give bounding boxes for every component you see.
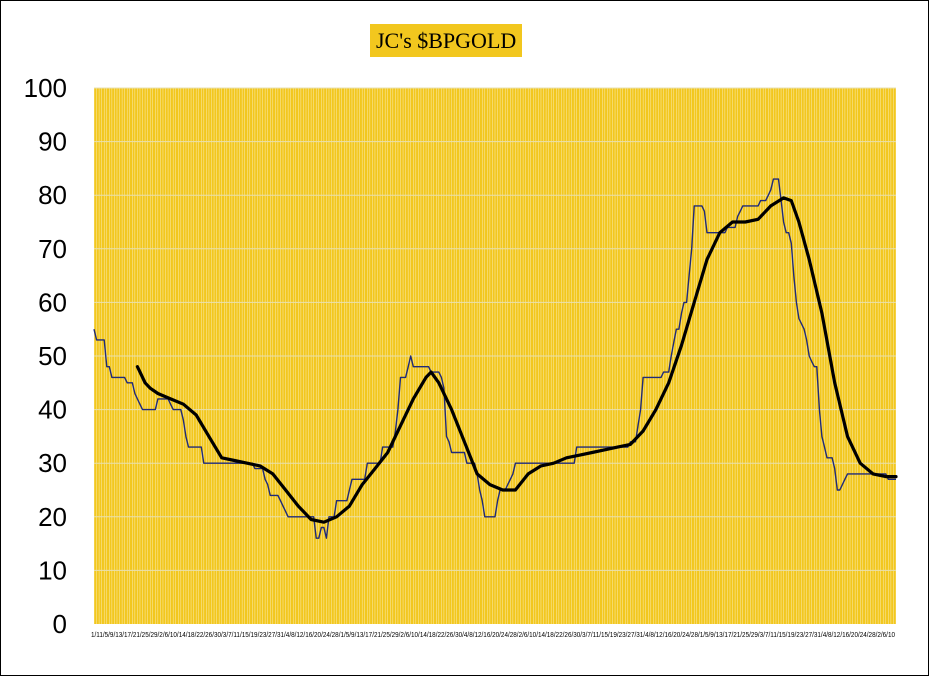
y-tick-label: 10 [38,555,67,585]
chart-title: JC's $BPGOLD [370,24,523,57]
y-tick-label: 30 [38,448,67,478]
y-tick-label: 80 [38,180,67,210]
y-tick-label: 100 [24,73,67,103]
y-tick-label: 0 [53,609,67,639]
y-axis: 0 10 20 30 40 50 60 70 80 90 100 [24,73,67,639]
y-tick-label: 60 [38,287,67,317]
y-tick-label: 90 [38,127,67,157]
smoothed-series-line [135,196,898,524]
y-tick-label: 40 [38,395,67,425]
y-tick-label: 20 [38,502,67,532]
y-tick-label: 50 [38,341,67,371]
x-tick-labels: 1/11/5/9/13/17/21/25/29/2/6/10/14/18/22/… [91,632,895,639]
raw-series-line [93,178,896,539]
y-tick-label: 70 [38,234,67,264]
